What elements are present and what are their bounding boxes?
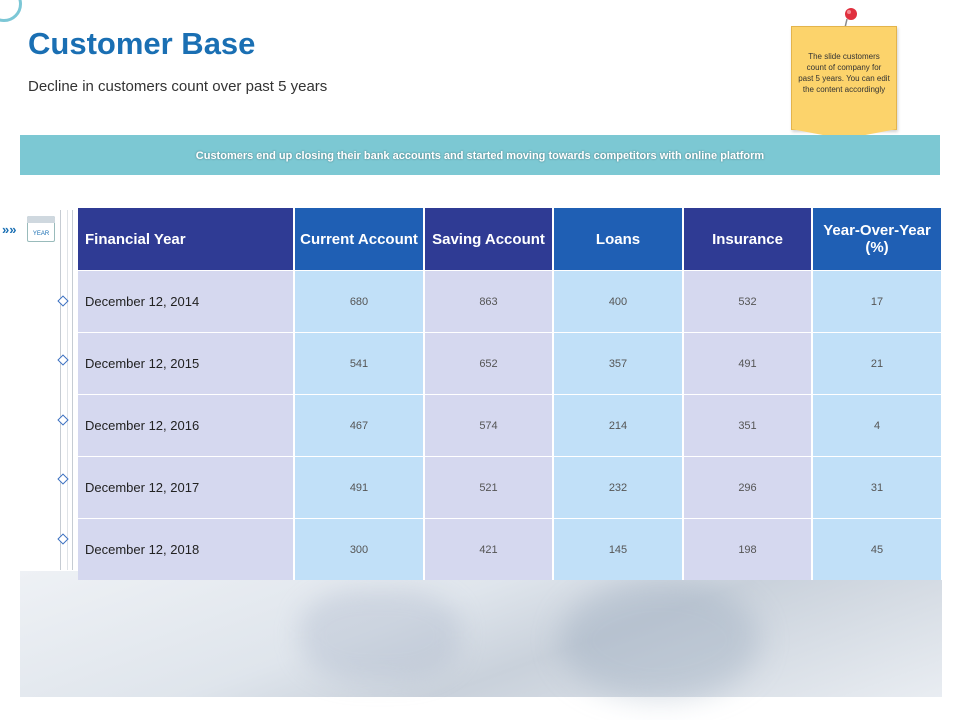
- header-insurance: Insurance: [683, 208, 813, 271]
- sticky-note: The slide customers count of company for…: [791, 26, 897, 130]
- corner-decoration: [0, 0, 22, 22]
- cell-loans: 232: [553, 456, 684, 519]
- background-photo: [20, 571, 942, 697]
- cell-yoy: 21: [812, 332, 943, 395]
- table-row: December 12, 2016 467 574 214 351 4: [78, 394, 943, 457]
- info-banner: Customers end up closing their bank acco…: [20, 135, 940, 175]
- cell-insurance: 198: [683, 518, 813, 580]
- cell-current-account: 491: [294, 456, 425, 519]
- cell-saving-account: 521: [424, 456, 554, 519]
- cell-loans: 400: [553, 270, 684, 333]
- timeline-line: [67, 210, 68, 570]
- cell-loans: 357: [553, 332, 684, 395]
- header-financial-year: Financial Year: [78, 208, 295, 271]
- table-header-row: Financial Year Current Account Saving Ac…: [78, 208, 943, 271]
- cell-current-account: 680: [294, 270, 425, 333]
- cell-saving-account: 863: [424, 270, 554, 333]
- cell-yoy: 4: [812, 394, 943, 457]
- background-photo-shape: [560, 580, 760, 700]
- cell-current-account: 300: [294, 518, 425, 580]
- timeline-line: [72, 210, 73, 570]
- header-yoy: Year-Over-Year (%): [812, 208, 943, 271]
- double-chevron-icon: »»: [2, 222, 17, 237]
- customer-table: Financial Year Current Account Saving Ac…: [78, 208, 943, 580]
- calendar-icon: YEAR: [27, 216, 55, 242]
- page-title: Customer Base: [28, 26, 256, 61]
- cell-loans: 214: [553, 394, 684, 457]
- cell-current-account: 467: [294, 394, 425, 457]
- cell-financial-year: December 12, 2016: [78, 394, 295, 457]
- cell-yoy: 45: [812, 518, 943, 580]
- timeline-line: [60, 210, 61, 570]
- cell-saving-account: 421: [424, 518, 554, 580]
- cell-financial-year: December 12, 2015: [78, 332, 295, 395]
- cell-yoy: 31: [812, 456, 943, 519]
- cell-saving-account: 652: [424, 332, 554, 395]
- table-row: December 12, 2015 541 652 357 491 21: [78, 332, 943, 395]
- page-subtitle: Decline in customers count over past 5 y…: [28, 78, 328, 95]
- cell-insurance: 491: [683, 332, 813, 395]
- background-photo-shape: [300, 590, 460, 680]
- cell-insurance: 532: [683, 270, 813, 333]
- table-row: December 12, 2014 680 863 400 532 17: [78, 270, 943, 333]
- header-loans: Loans: [553, 208, 684, 271]
- cell-financial-year: December 12, 2014: [78, 270, 295, 333]
- cell-financial-year: December 12, 2018: [78, 518, 295, 580]
- cell-financial-year: December 12, 2017: [78, 456, 295, 519]
- table-row: December 12, 2018 300 421 145 198 45: [78, 518, 943, 580]
- cell-insurance: 296: [683, 456, 813, 519]
- table-row: December 12, 2017 491 521 232 296 31: [78, 456, 943, 519]
- cell-loans: 145: [553, 518, 684, 580]
- header-saving-account: Saving Account: [424, 208, 554, 271]
- cell-current-account: 541: [294, 332, 425, 395]
- cell-yoy: 17: [812, 270, 943, 333]
- sticky-note-fold: [791, 129, 897, 139]
- cell-insurance: 351: [683, 394, 813, 457]
- header-current-account: Current Account: [294, 208, 425, 271]
- cell-saving-account: 574: [424, 394, 554, 457]
